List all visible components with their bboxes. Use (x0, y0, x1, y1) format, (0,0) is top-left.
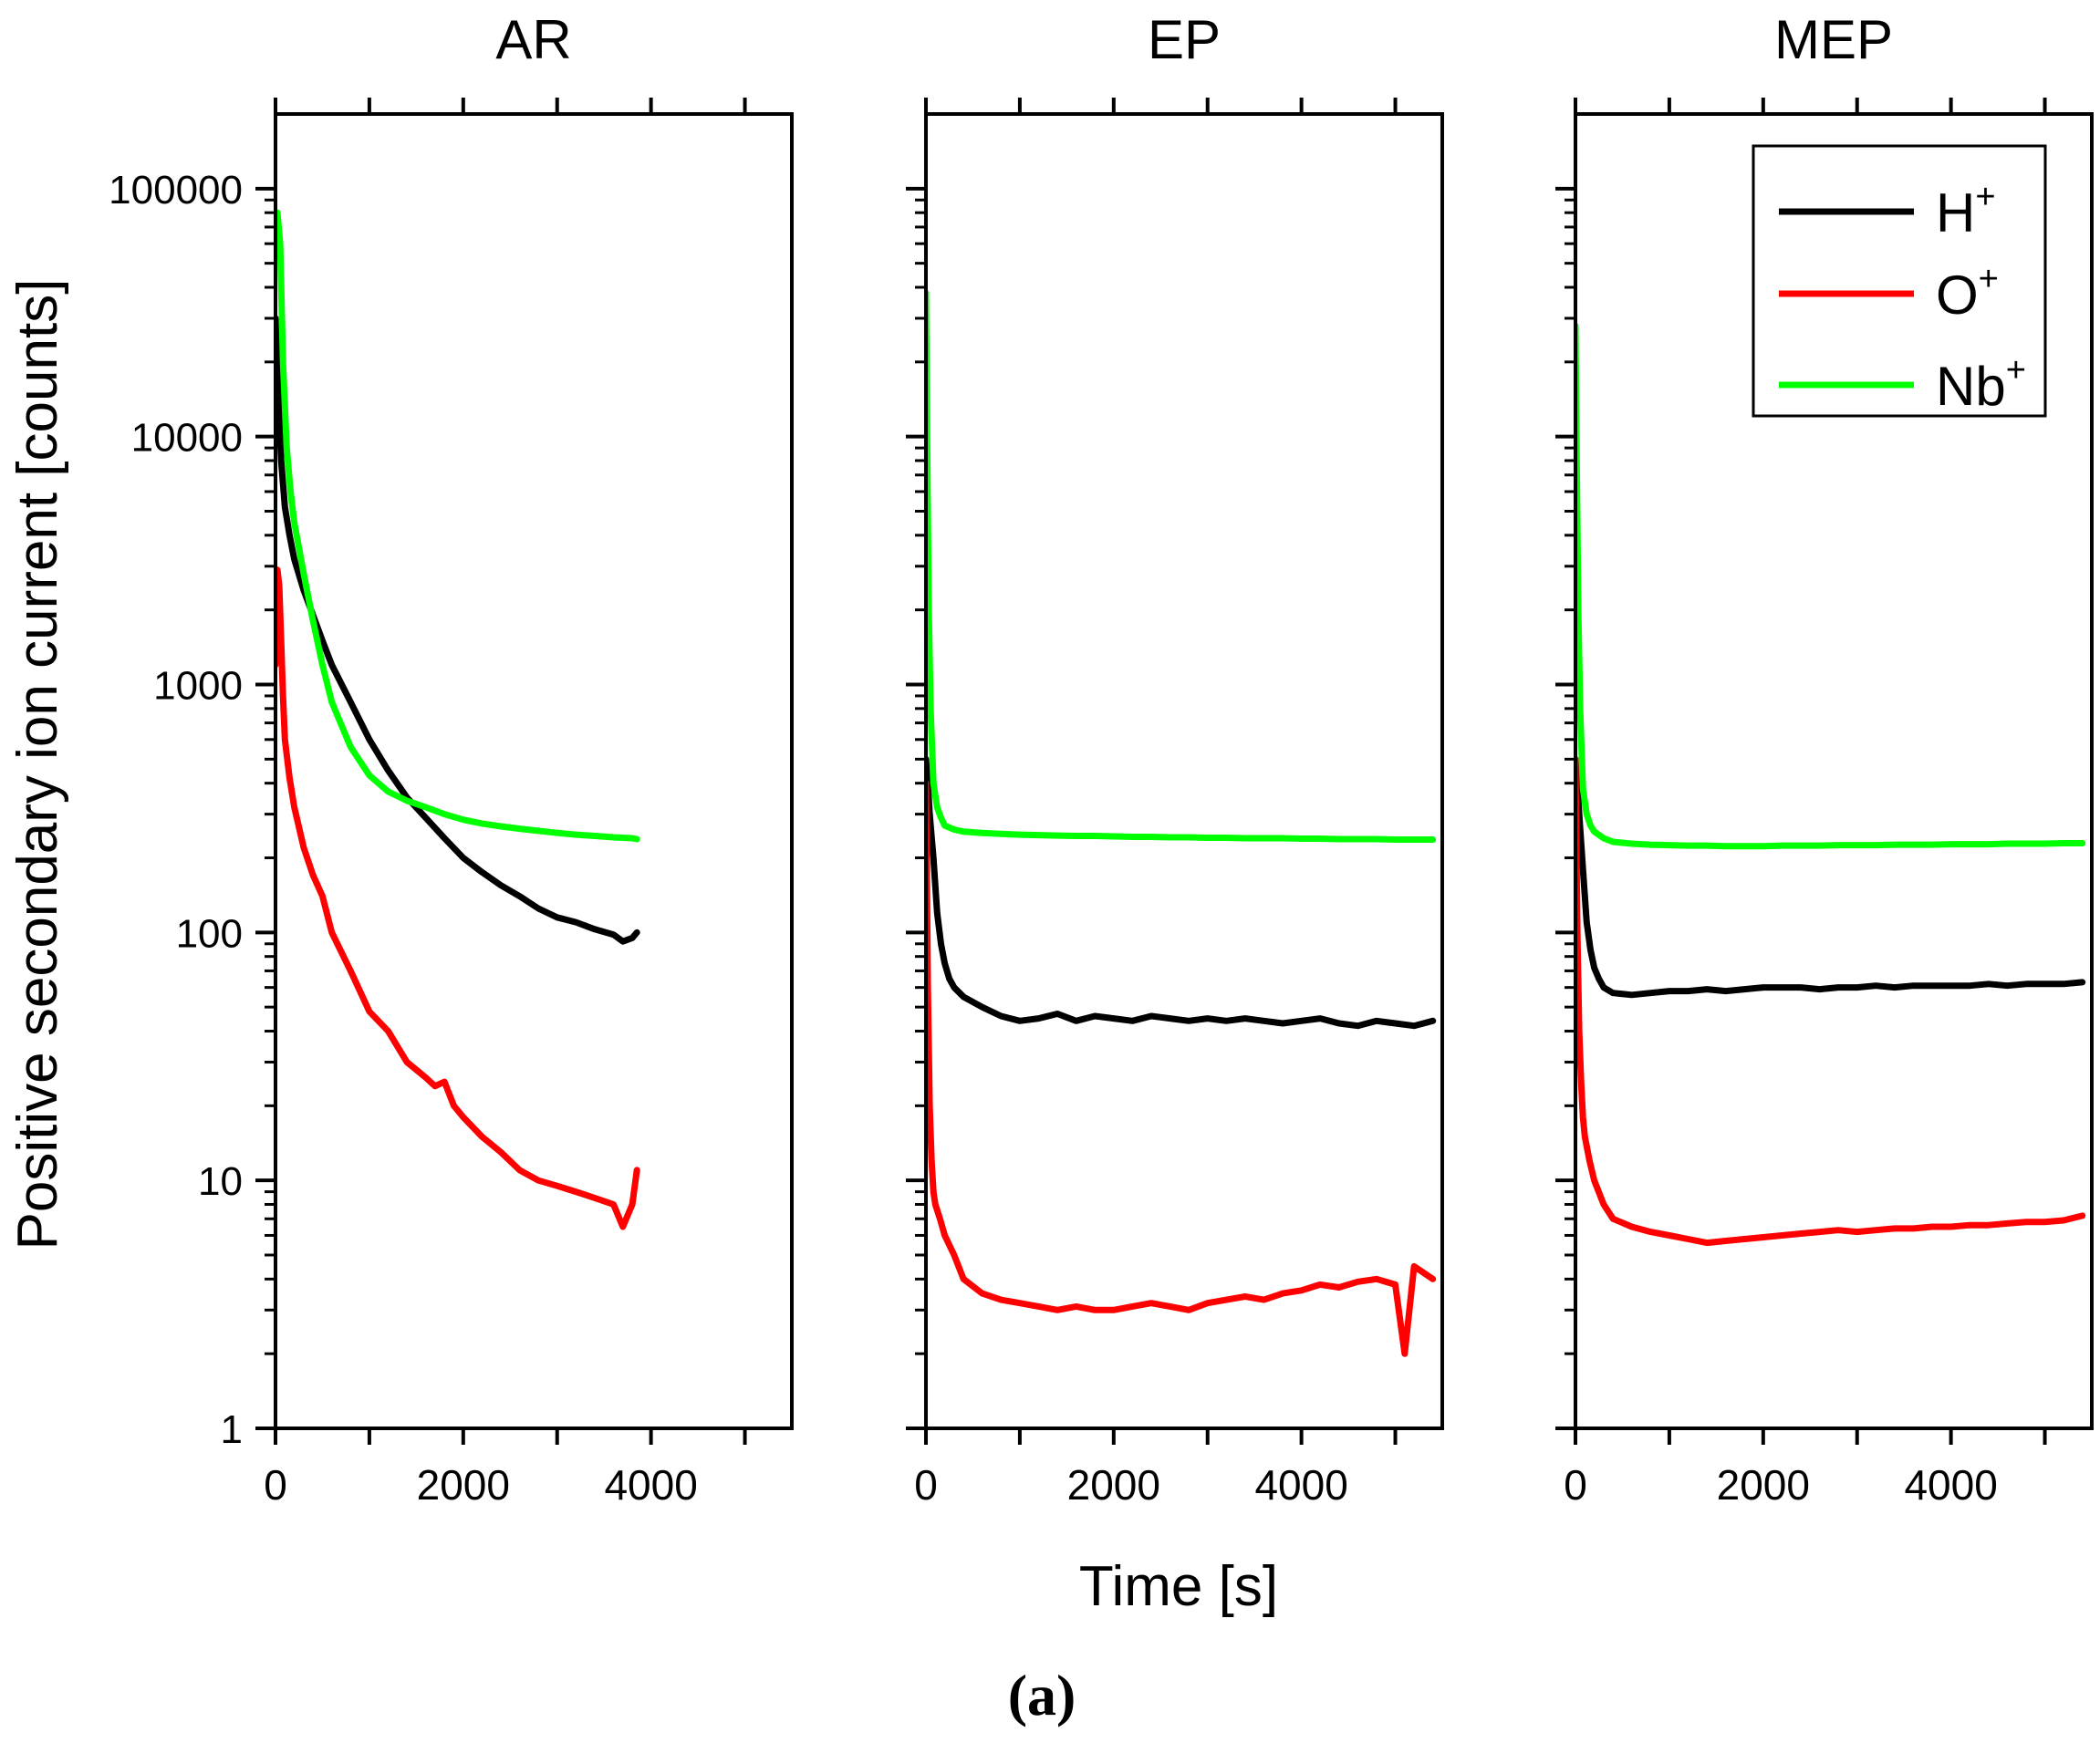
x-tick-label: 2000 (417, 1461, 510, 1509)
series-line-ep-nb-plus (926, 289, 1437, 843)
series-line-mep-o-plus (1575, 755, 2086, 1247)
x-tick-label: 2000 (1717, 1461, 1810, 1509)
legend: H+O+Nb+ (1752, 144, 2047, 418)
y-tick-label: 100000 (109, 168, 243, 213)
y-tick-label: 10000 (131, 416, 243, 461)
series-line-ep-h-plus (926, 755, 1437, 1030)
series-line-mep-h-plus (1575, 755, 2086, 999)
y-tick-label: 10 (198, 1159, 243, 1204)
plot-frame-ep (924, 112, 1444, 1430)
panel-mep: MEP 0 2000 4000 (1555, 9, 2094, 1509)
series-line-ar-o-plus (275, 566, 640, 1230)
legend-label-nb: Nb+ (1936, 351, 2026, 417)
x-tick-label: 0 (1564, 1461, 1587, 1509)
panel-title-ar: AR (495, 9, 571, 70)
y-axis-label: Positive secondary ion current [counts] (6, 279, 69, 1250)
x-tick-label: 4000 (1904, 1461, 1997, 1509)
series-line-ar-h-plus (275, 315, 640, 945)
plot-frame-ar (274, 112, 794, 1430)
y-tick-label: 1000 (153, 663, 243, 708)
x-axis-label: Time [s] (1079, 1555, 1278, 1618)
x-tick-label: 2000 (1067, 1461, 1160, 1509)
x-tick-label: 4000 (604, 1461, 697, 1509)
legend-box (1752, 144, 2047, 418)
x-tick-label: 0 (914, 1461, 938, 1509)
y-tick-label: 1 (221, 1407, 243, 1452)
plot-frame-mep (1574, 112, 2094, 1430)
panel-title-mep: MEP (1774, 9, 1893, 70)
series-line-ep-o-plus (926, 780, 1437, 1357)
panel-title-ep: EP (1148, 9, 1221, 70)
series-line-ar-nb-plus (275, 209, 640, 843)
panel-ep: EP 0 2000 4000 (906, 9, 1444, 1509)
x-tick-label: 4000 (1254, 1461, 1347, 1509)
series-line-mep-nb-plus (1575, 322, 2086, 850)
y-tick-label: 100 (176, 911, 243, 956)
figure-caption: (a) (1008, 1663, 1076, 1727)
x-tick-label: 0 (264, 1461, 287, 1509)
panel-ar: AR 0 2000 4000 1 10 100 1000 10000 100000 (109, 9, 794, 1509)
